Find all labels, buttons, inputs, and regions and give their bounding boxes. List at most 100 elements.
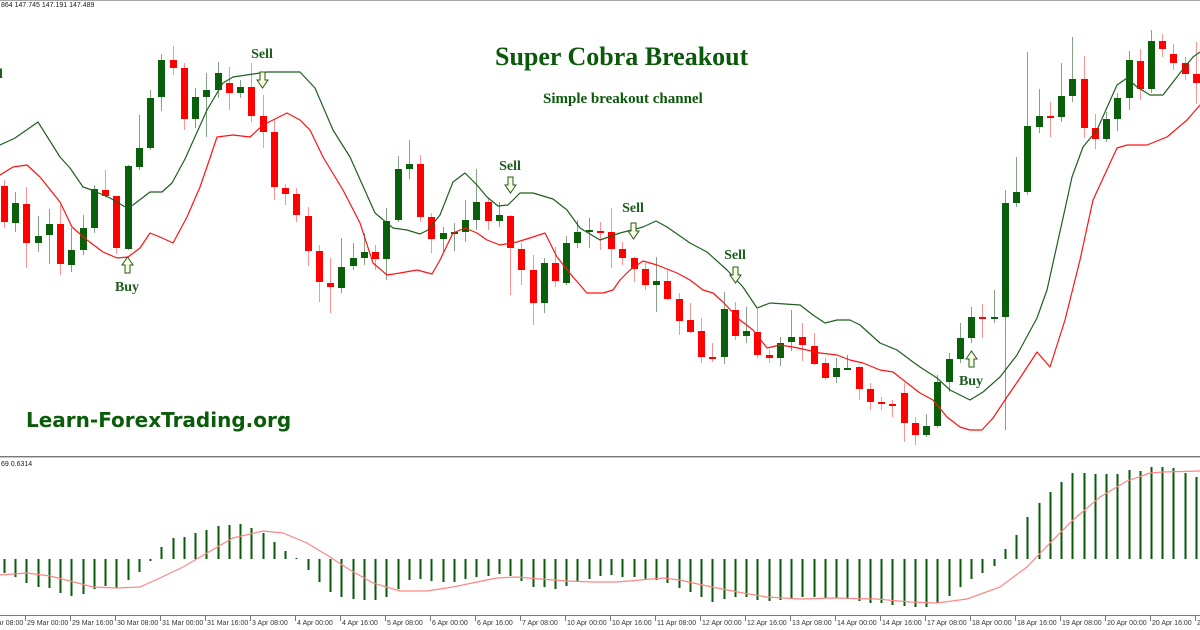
candle-bearish [507, 215, 514, 295]
histogram-bar [599, 559, 602, 576]
candle-bearish [608, 208, 615, 268]
candle-body [1024, 126, 1031, 192]
candle-bullish [440, 227, 447, 252]
histogram-bar [835, 559, 838, 598]
histogram-bar [1094, 474, 1097, 559]
candle-bearish [732, 302, 739, 340]
candle-body [856, 367, 863, 389]
buy-signal: Buy [959, 350, 983, 389]
candle-body [305, 216, 312, 251]
candle-bearish [57, 205, 64, 275]
indicator-canvas[interactable] [0, 458, 1200, 615]
histogram-bar [149, 559, 152, 561]
histogram-bar [397, 559, 400, 589]
candle-bullish [1103, 112, 1110, 142]
buy-label: Buy [959, 374, 983, 389]
candle-body [608, 232, 615, 249]
candle-body [1036, 116, 1043, 127]
candle-bearish [293, 188, 300, 222]
indicator-signal-line [0, 470, 1200, 604]
time-axis-tick [790, 616, 791, 621]
candle-body [586, 230, 593, 232]
histogram-bar [756, 559, 759, 600]
histogram-bar [1161, 467, 1164, 559]
price-pane[interactable]: Sell Sell Buy Sell Sell Sell Buy 864 147.745 1… [0, 0, 1200, 456]
candle-body [743, 331, 750, 336]
time-axis-label: 30 Mar 08:00 [117, 620, 159, 627]
histogram-bar [948, 559, 951, 596]
histogram-bar [981, 559, 984, 573]
sell-label: Sell [0, 67, 3, 82]
candle-bullish [1024, 52, 1031, 195]
time-axis-label: 12 Apr 00:00 [702, 620, 742, 627]
candle-bearish [23, 187, 30, 268]
price-chart-canvas[interactable]: Sell Sell Buy Sell Sell Sell Buy [0, 0, 1200, 456]
sell-signal: Sell [499, 159, 521, 194]
candle-body [631, 258, 638, 269]
candle-body [811, 346, 818, 364]
time-axis-tick [835, 616, 836, 621]
candle-bearish [428, 213, 435, 253]
histogram-bar [779, 559, 782, 600]
candle-bearish [642, 263, 649, 290]
candle-bullish [1002, 190, 1009, 430]
candle-bearish [372, 245, 379, 270]
candle-body [934, 382, 941, 426]
time-axis-label: 29 Mar 16:00 [72, 620, 114, 627]
histogram-bar [1083, 473, 1086, 559]
candle-body [1047, 116, 1054, 118]
candle-body [698, 331, 705, 357]
arrow-down-icon [256, 71, 269, 89]
histogram-bar [160, 547, 163, 559]
pane-separator[interactable] [0, 456, 1200, 458]
candle-bullish [957, 323, 964, 363]
candle-bearish [889, 400, 896, 417]
sell-label: Sell [724, 248, 746, 263]
time-axis-label: 18 Apr 16:00 [1017, 620, 1057, 627]
candle-body [282, 188, 289, 194]
candle-body [406, 164, 413, 169]
candle-body [293, 194, 300, 215]
candle-body [574, 232, 581, 243]
time-axis-tick [340, 616, 341, 621]
candle-bullish [1114, 93, 1121, 131]
histogram-bar [903, 559, 906, 606]
indicator-pane[interactable]: 69 0.6314 [0, 458, 1200, 615]
time-axis-tick [385, 616, 386, 621]
histogram-bar [284, 551, 287, 559]
chart-title: Super Cobra Breakout [495, 42, 749, 71]
candle-bearish [811, 333, 818, 365]
histogram-bar [936, 559, 939, 603]
candle-bullish [1148, 30, 1155, 93]
candle-body [687, 320, 694, 332]
candle-bullish [158, 54, 165, 111]
histogram-bar [846, 559, 849, 599]
candle-bearish [316, 245, 323, 302]
candle-bearish [687, 303, 694, 333]
time-axis-tick [430, 616, 431, 621]
candle-body [923, 426, 930, 435]
candle-body [754, 332, 761, 355]
arrow-up-icon [121, 256, 134, 274]
histogram-bar [734, 559, 737, 597]
candle-bullish [46, 209, 53, 264]
time-axis-tick [115, 616, 116, 621]
candle-bearish [1081, 56, 1088, 138]
time-axis-label: 14 Apr 16:00 [882, 620, 922, 627]
candle-bullish [451, 223, 458, 251]
histogram-bar [1038, 503, 1041, 559]
histogram-bar [138, 559, 141, 572]
candle-body [732, 310, 739, 336]
candle-body [147, 98, 154, 148]
arrow-down-icon [729, 266, 742, 284]
histogram-bar [487, 559, 490, 576]
time-axis-label: 28 Mar 08:00 [0, 620, 24, 627]
candle-body [316, 251, 323, 282]
candle-body [428, 217, 435, 239]
time-axis-label: 31 Mar 16:00 [207, 620, 249, 627]
time-axis-tick [160, 616, 161, 621]
candle-bearish [1193, 42, 1200, 104]
website-watermark: Learn-ForexTrading.org [26, 408, 292, 432]
histogram-bar [70, 559, 73, 596]
